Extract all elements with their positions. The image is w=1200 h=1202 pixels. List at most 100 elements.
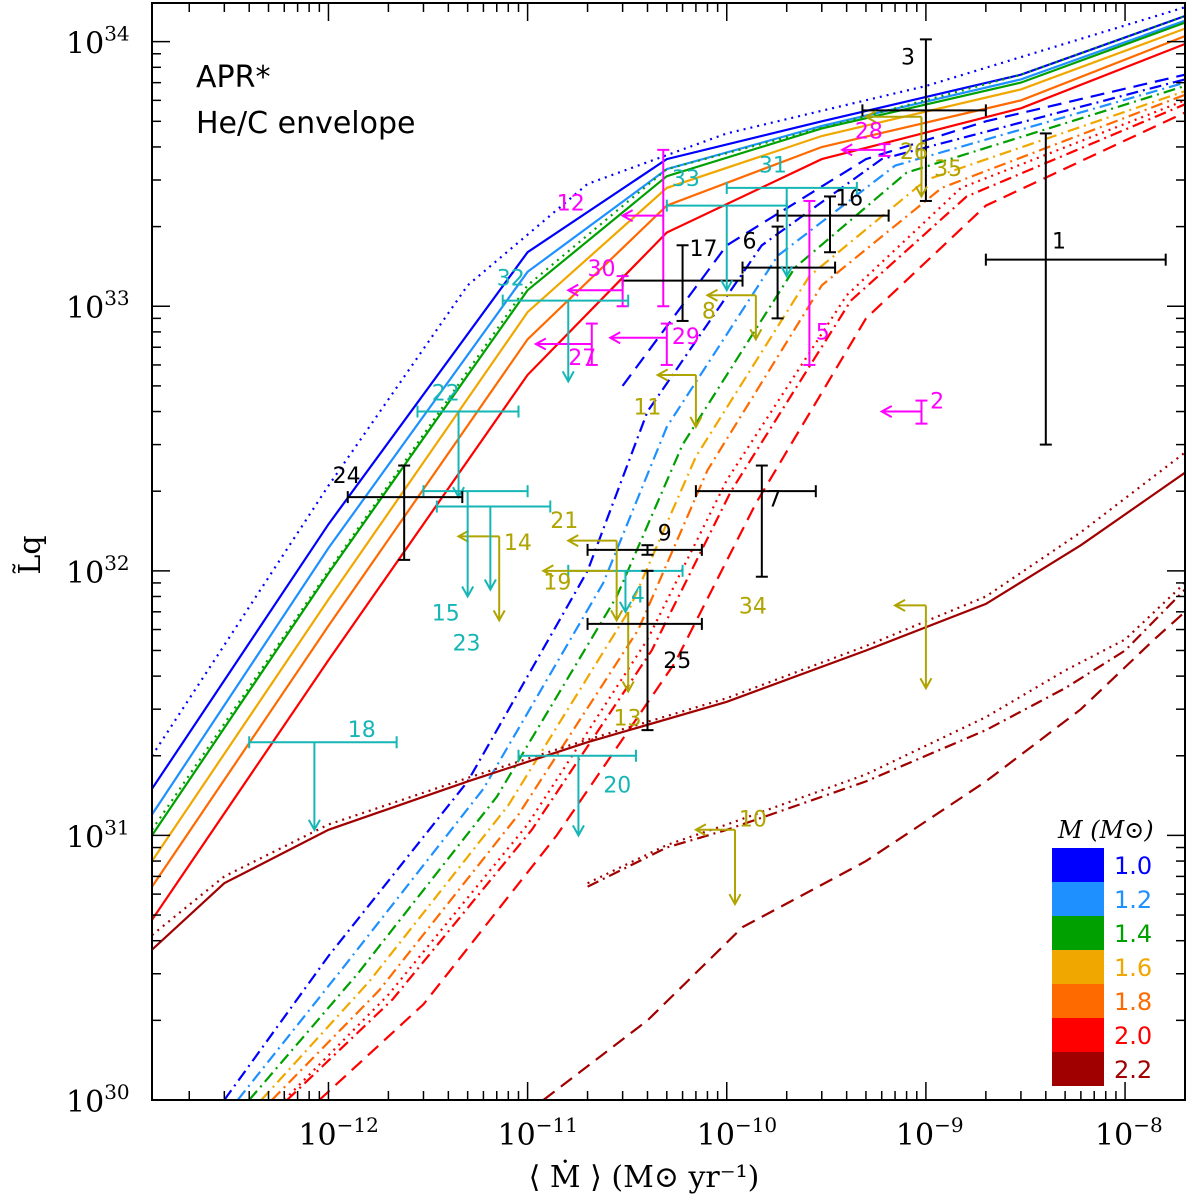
legend-label-16: 1.6 bbox=[1114, 954, 1152, 982]
source-12: 12 bbox=[557, 148, 670, 308]
curve-m16-solid-9 bbox=[152, 27, 1185, 862]
y-tick-label: 1030 bbox=[66, 1080, 130, 1120]
model-curves bbox=[152, 6, 1185, 1100]
source-8: 8 bbox=[702, 288, 763, 342]
source-10: 10 bbox=[693, 808, 767, 907]
x-axis-title: ⟨ Ṁ ⟩ (M⊙ yr⁻¹) bbox=[529, 1159, 760, 1195]
source-19: 19 bbox=[541, 564, 614, 596]
source-label-33: 33 bbox=[672, 167, 700, 192]
source-label-31: 31 bbox=[759, 154, 787, 179]
source-label-6: 6 bbox=[743, 230, 757, 255]
source-label-2: 2 bbox=[930, 390, 944, 415]
source-11: 11 bbox=[633, 368, 703, 429]
source-label-24: 24 bbox=[333, 464, 361, 489]
source-15: 15 bbox=[422, 485, 529, 626]
source-label-15: 15 bbox=[432, 601, 460, 626]
envelope-annotation: He/C envelope bbox=[196, 106, 415, 141]
curve-m14-solid-6 bbox=[152, 21, 1185, 837]
y-axis-title: L̃q bbox=[13, 535, 48, 574]
plot-border bbox=[151, 2, 1186, 1101]
source-label-4: 4 bbox=[631, 583, 645, 608]
curve-m10-dashed-2 bbox=[621, 73, 1185, 387]
source-32: 32 bbox=[497, 266, 630, 384]
source-label-28: 28 bbox=[855, 120, 883, 145]
source-label-8: 8 bbox=[702, 299, 716, 324]
source-label-14: 14 bbox=[504, 531, 532, 556]
source-label-25: 25 bbox=[663, 649, 691, 674]
source-13: 13 bbox=[614, 611, 642, 732]
curve-m22-solid-17 bbox=[152, 471, 1185, 951]
source-33: 33 bbox=[665, 167, 788, 293]
curve-m20-solid-13 bbox=[152, 42, 1185, 921]
legend-swatch-12 bbox=[1052, 882, 1104, 916]
axis-ticks: 10−12 10−11 10−10 10−9 10−810301031103210331… bbox=[66, 3, 1186, 1153]
source-label-13: 13 bbox=[614, 707, 642, 732]
source-label-19: 19 bbox=[543, 571, 571, 596]
curve-m14-dash-dot-8 bbox=[248, 84, 1185, 1100]
source-23: 23 bbox=[435, 500, 552, 656]
curve-m22-dash-dot-19 bbox=[587, 588, 1185, 888]
source-label-1: 1 bbox=[1052, 230, 1066, 255]
source-label-12: 12 bbox=[557, 192, 585, 217]
source-6: 6 bbox=[741, 225, 837, 320]
curve-m22-dotted-20 bbox=[587, 582, 1185, 885]
source-label-3: 3 bbox=[901, 45, 915, 70]
source-17: 17 bbox=[621, 237, 744, 322]
curve-m22-dotted-18 bbox=[152, 451, 1185, 936]
source-label-30: 30 bbox=[588, 257, 616, 282]
eos-annotation: APR* bbox=[196, 60, 270, 95]
curve-m20-dotted-14 bbox=[283, 99, 1185, 1100]
source-29: 29 bbox=[608, 322, 700, 366]
curve-m10-dash-dot-3 bbox=[223, 78, 1185, 1100]
source-21: 21 bbox=[550, 509, 624, 623]
curve-m18-dash-dot-12 bbox=[271, 93, 1185, 1100]
source-label-16: 16 bbox=[835, 187, 863, 212]
y-tick-label: 1031 bbox=[66, 815, 130, 855]
legend-label-22: 2.2 bbox=[1114, 1056, 1152, 1084]
legend-swatch-20 bbox=[1052, 1018, 1104, 1052]
curve-m12-solid-4 bbox=[152, 19, 1185, 816]
curve-m16-dash-dot-10 bbox=[260, 90, 1185, 1100]
source-5: 5 bbox=[803, 199, 830, 366]
source-2: 2 bbox=[879, 390, 944, 425]
observed-sources: 1234567891011121314151617181920212223242… bbox=[248, 38, 1167, 907]
source-26: 26 bbox=[863, 110, 928, 199]
curve-m20-dash-dot-15 bbox=[286, 103, 1185, 1100]
source-label-10: 10 bbox=[739, 808, 767, 833]
source-25: 25 bbox=[586, 569, 703, 732]
x-tick-label: 10−9 bbox=[896, 1113, 964, 1153]
source-34: 34 bbox=[739, 594, 933, 691]
source-3: 3 bbox=[861, 38, 987, 202]
curve-m10-dotted-1 bbox=[152, 6, 1185, 757]
source-35: 35 bbox=[934, 157, 962, 182]
source-label-20: 20 bbox=[603, 774, 631, 799]
legend-swatch-10 bbox=[1052, 848, 1104, 882]
source-27: 27 bbox=[533, 322, 598, 371]
source-label-21: 21 bbox=[550, 509, 578, 534]
source-1: 1 bbox=[984, 132, 1167, 446]
source-16: 16 bbox=[776, 187, 890, 254]
source-label-22: 22 bbox=[432, 382, 460, 407]
legend-label-14: 1.4 bbox=[1114, 920, 1152, 948]
source-label-26: 26 bbox=[900, 140, 928, 165]
source-14: 14 bbox=[456, 529, 532, 623]
curve-m12-dash-dot-5 bbox=[236, 81, 1185, 1100]
legend-swatch-18 bbox=[1052, 984, 1104, 1018]
mass-legend: M (M⊙) 1.0 1.2 1.4 1.6 1.8 2.0 2.2 bbox=[1052, 816, 1154, 1086]
source-label-27: 27 bbox=[568, 346, 596, 371]
source-label-17: 17 bbox=[689, 237, 717, 262]
source-30: 30 bbox=[566, 257, 629, 308]
source-label-18: 18 bbox=[348, 718, 376, 743]
legend-title: M (M⊙) bbox=[1057, 816, 1154, 844]
x-tick-label: 10−12 bbox=[298, 1113, 378, 1153]
source-7: 7 bbox=[694, 464, 817, 578]
curve-m22-dashed-21 bbox=[542, 610, 1185, 1100]
legend-label-10: 1.0 bbox=[1114, 852, 1152, 880]
x-tick-label: 10−10 bbox=[697, 1113, 777, 1153]
legend-swatch-22 bbox=[1052, 1052, 1104, 1086]
legend-swatch-16 bbox=[1052, 950, 1104, 984]
legend-label-18: 1.8 bbox=[1114, 988, 1152, 1016]
legend-label-12: 1.2 bbox=[1114, 886, 1152, 914]
source-31: 31 bbox=[725, 154, 858, 279]
source-label-9: 9 bbox=[658, 522, 672, 547]
